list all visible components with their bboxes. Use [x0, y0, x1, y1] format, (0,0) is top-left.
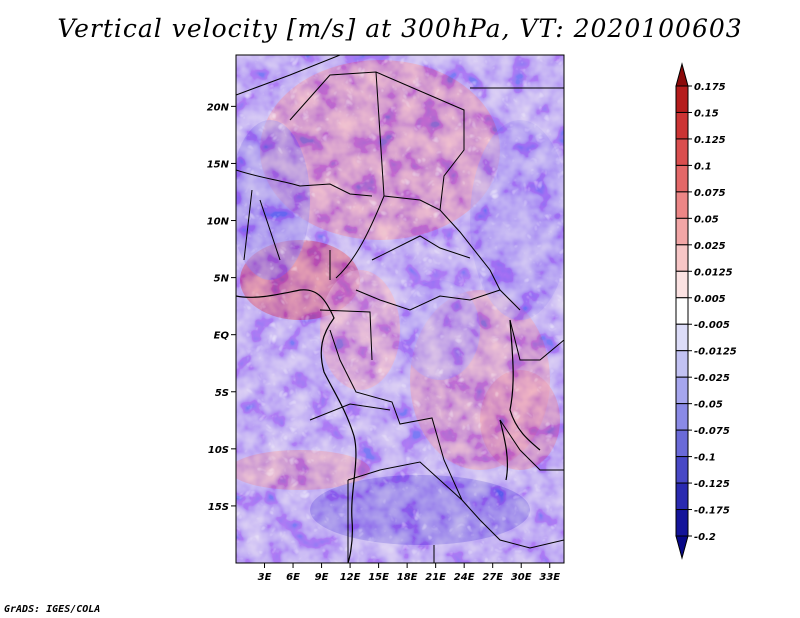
velocity-field: [236, 55, 564, 563]
colorbar-label: -0.2: [694, 532, 716, 543]
country-borders: [236, 55, 564, 563]
colorbar-box: [675, 323, 689, 352]
map-frame: [235, 54, 565, 564]
lat-label: EQ: [214, 331, 230, 342]
lon-label: 27E: [482, 572, 503, 583]
lon-label: 21E: [425, 572, 446, 583]
colorbar-label: -0.05: [694, 400, 723, 411]
colorbar-box: [675, 350, 689, 378]
lon-label: 12E: [340, 572, 361, 583]
colorbar-label: 0.075: [694, 188, 726, 199]
colorbar-label: -0.1: [694, 453, 716, 464]
lon-label: 15E: [368, 572, 389, 583]
lon-label: 9E: [315, 572, 329, 583]
colorbar-label: 0.15: [694, 108, 719, 119]
lat-label: 15S: [208, 502, 229, 513]
colorbar-label: 0.025: [694, 241, 726, 252]
colorbar-label: 0.125: [694, 135, 726, 146]
coastlines: [236, 289, 541, 563]
colorbar-bottom-arrow: [675, 535, 689, 560]
software-credit: GrADS: IGES/COLA: [4, 604, 101, 615]
colorbar-box: [675, 111, 689, 140]
colorbar-box: [675, 270, 689, 299]
colorbar-box: [675, 85, 689, 113]
colorbar-label: -0.175: [694, 506, 730, 517]
lat-label: 20N: [207, 102, 230, 113]
map-title: Vertical velocity [m/s] at 300hPa, VT: 2…: [57, 14, 743, 43]
lon-label: 24E: [454, 572, 475, 583]
colorbar-box: [675, 138, 689, 166]
colorbar-label: 0.1: [694, 161, 712, 172]
lat-label: 5N: [214, 274, 230, 285]
colorbar-label: -0.075: [694, 426, 730, 437]
lat-label: 5S: [215, 388, 229, 399]
colorbar-box: [675, 164, 689, 193]
lat-label: 10N: [207, 217, 230, 228]
longitude-axis: 3E 6E 9E 12E 15E 18E 21E 24E 27E 30E 33E: [258, 563, 560, 583]
lon-label: 3E: [258, 572, 272, 583]
lat-label: 10S: [208, 445, 229, 456]
colorbar-label: -0.005: [694, 320, 730, 331]
colorbar-box: [675, 244, 689, 272]
latitude-axis: 20N 15N 10N 5N EQ 5S 10S 15S: [207, 102, 236, 513]
colorbar-box: [675, 217, 689, 246]
colorbar-label: 0.175: [694, 82, 726, 93]
colorbar-label: 0.0125: [694, 267, 733, 278]
colorbar: 0.175 0.15 0.125 0.1 0.075 0.05 0.025 0.0125 0.0…: [675, 62, 737, 560]
lat-label: 15N: [207, 159, 230, 170]
colorbar-label: -0.025: [694, 373, 730, 384]
colorbar-label: -0.125: [694, 479, 730, 490]
lon-label: 6E: [286, 572, 300, 583]
colorbar-top-arrow: [675, 62, 689, 87]
colorbar-box: [675, 482, 689, 511]
colorbar-box: [675, 509, 689, 537]
colorbar-label: 0.05: [694, 214, 719, 225]
colorbar-label: -0.0125: [694, 347, 737, 358]
colorbar-box: [675, 456, 689, 484]
colorbar-box: [675, 376, 689, 405]
colorbar-box: [675, 297, 689, 325]
colorbar-box: [675, 429, 689, 458]
colorbar-box: [675, 191, 689, 219]
lon-label: 33E: [539, 572, 560, 583]
lon-label: 30E: [511, 572, 532, 583]
colorbar-box: [675, 403, 689, 431]
colorbar-label: 0.005: [694, 294, 726, 305]
lon-label: 18E: [397, 572, 418, 583]
